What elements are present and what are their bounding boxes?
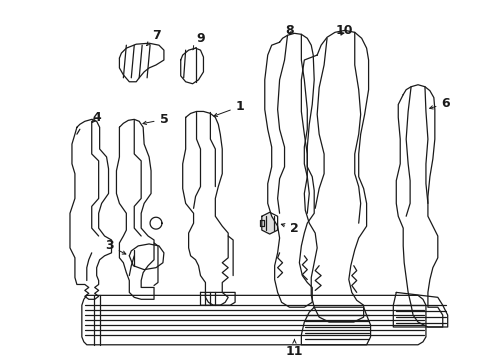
Text: 8: 8 [285,24,293,37]
Text: 6: 6 [429,97,449,110]
Text: 4: 4 [92,111,101,124]
Polygon shape [200,292,235,305]
Text: 2: 2 [281,222,298,235]
Text: 1: 1 [214,100,244,116]
Polygon shape [301,307,370,345]
Text: 7: 7 [146,29,160,45]
Polygon shape [392,292,447,327]
Text: 5: 5 [142,113,168,126]
Polygon shape [181,48,203,84]
Polygon shape [395,85,442,327]
Polygon shape [119,43,163,82]
Polygon shape [129,244,163,270]
Polygon shape [264,33,314,307]
Polygon shape [81,295,425,345]
Polygon shape [116,120,154,299]
Text: 11: 11 [285,339,303,358]
Polygon shape [301,30,368,322]
Polygon shape [183,112,228,305]
Text: 3: 3 [105,239,125,254]
Text: 10: 10 [334,24,352,37]
Polygon shape [70,120,111,299]
Text: 9: 9 [192,32,204,50]
Polygon shape [261,212,277,234]
